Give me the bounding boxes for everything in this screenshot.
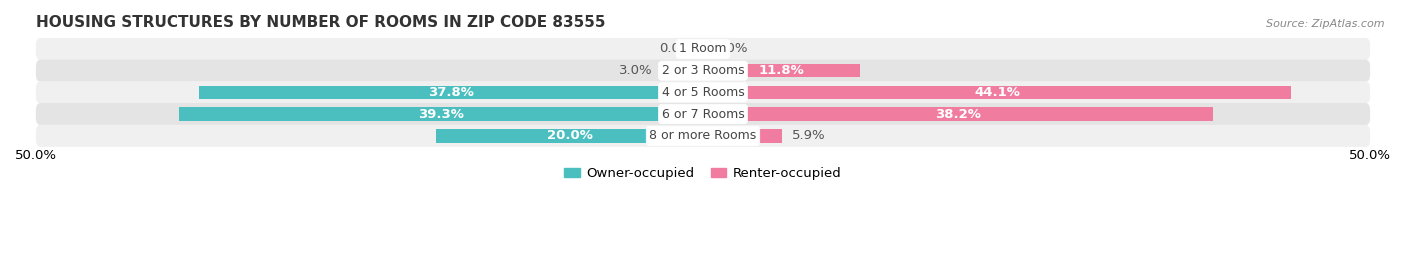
Bar <box>703 86 1291 99</box>
Text: 0.0%: 0.0% <box>714 43 747 55</box>
Text: 37.8%: 37.8% <box>427 86 474 99</box>
Legend: Owner-occupied, Renter-occupied: Owner-occupied, Renter-occupied <box>560 162 846 186</box>
Text: Source: ZipAtlas.com: Source: ZipAtlas.com <box>1267 19 1385 29</box>
Text: 6 or 7 Rooms: 6 or 7 Rooms <box>662 108 744 121</box>
Bar <box>198 86 703 99</box>
Text: 0.0%: 0.0% <box>659 43 692 55</box>
Bar <box>703 64 860 77</box>
Bar <box>703 129 782 143</box>
Text: 1 Room: 1 Room <box>679 43 727 55</box>
Text: 44.1%: 44.1% <box>974 86 1021 99</box>
Text: 20.0%: 20.0% <box>547 129 592 142</box>
Text: 38.2%: 38.2% <box>935 108 981 121</box>
Bar <box>436 129 703 143</box>
Text: 11.8%: 11.8% <box>759 64 804 77</box>
Text: 3.0%: 3.0% <box>619 64 652 77</box>
FancyBboxPatch shape <box>37 81 1369 104</box>
Text: 4 or 5 Rooms: 4 or 5 Rooms <box>662 86 744 99</box>
FancyBboxPatch shape <box>37 38 1369 60</box>
Text: 8 or more Rooms: 8 or more Rooms <box>650 129 756 142</box>
FancyBboxPatch shape <box>37 125 1369 147</box>
Text: 39.3%: 39.3% <box>418 108 464 121</box>
Text: 5.9%: 5.9% <box>793 129 825 142</box>
Text: HOUSING STRUCTURES BY NUMBER OF ROOMS IN ZIP CODE 83555: HOUSING STRUCTURES BY NUMBER OF ROOMS IN… <box>37 15 606 30</box>
Text: 2 or 3 Rooms: 2 or 3 Rooms <box>662 64 744 77</box>
FancyBboxPatch shape <box>37 60 1369 82</box>
Bar <box>179 107 703 121</box>
Bar <box>703 107 1212 121</box>
Bar <box>664 64 703 77</box>
FancyBboxPatch shape <box>37 103 1369 125</box>
